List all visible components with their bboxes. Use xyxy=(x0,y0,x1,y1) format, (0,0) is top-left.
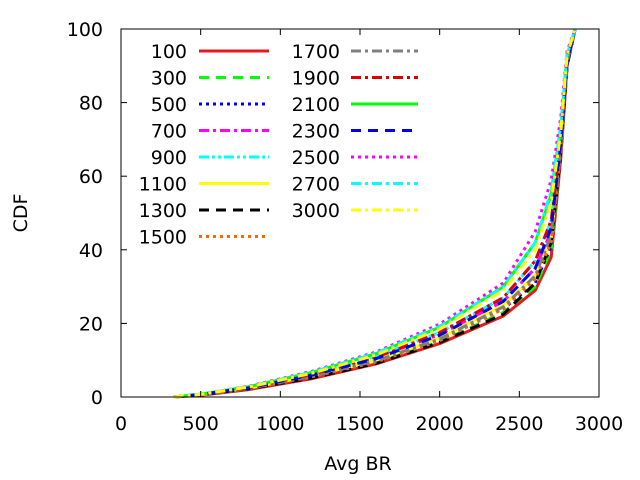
x-tick-label: 2000 xyxy=(415,413,463,435)
legend-label-300: 300 xyxy=(151,68,187,90)
series-line-1500 xyxy=(173,28,577,399)
legend-label-2500: 2500 xyxy=(292,147,340,169)
legend-label-2300: 2300 xyxy=(292,121,340,143)
series-line-1300 xyxy=(173,28,577,399)
y-tick-label: 20 xyxy=(79,313,103,335)
legend-label-2100: 2100 xyxy=(292,94,340,116)
legend-label-500: 500 xyxy=(151,94,187,116)
series-line-2700 xyxy=(173,28,577,399)
y-tick-label: 0 xyxy=(91,387,103,409)
series-line-100 xyxy=(173,28,577,399)
plot-frame xyxy=(120,28,600,398)
x-tick-label: 3000 xyxy=(575,413,623,435)
series-layer xyxy=(173,28,577,399)
y-axis-title: CDF xyxy=(10,194,32,233)
legend-label-700: 700 xyxy=(151,121,187,143)
x-tick-label: 1500 xyxy=(336,413,384,435)
legend-label-1300: 1300 xyxy=(139,200,187,222)
legend-label-3000: 3000 xyxy=(292,200,340,222)
x-tick-label: 500 xyxy=(183,413,219,435)
y-tick-label: 60 xyxy=(79,166,103,188)
x-axis-title: Avg BR xyxy=(324,453,391,475)
legend: 100 300 500 700 900 1100 1300 1500 1700 1900 2100 2… xyxy=(139,41,418,249)
y-tick-label: 40 xyxy=(79,240,103,262)
legend-label-100: 100 xyxy=(151,41,187,63)
y-tick-label: 100 xyxy=(67,19,103,41)
series-line-3000 xyxy=(173,28,577,399)
x-tick-label: 0 xyxy=(115,413,127,435)
series-line-2500 xyxy=(173,28,577,399)
legend-label-1100: 1100 xyxy=(139,174,187,196)
series-line-1100 xyxy=(173,28,577,399)
series-line-2100 xyxy=(173,28,577,399)
x-tick-label: 2500 xyxy=(495,413,543,435)
legend-label-2700: 2700 xyxy=(292,174,340,196)
series-line-300 xyxy=(173,28,577,399)
y-tick-label: 80 xyxy=(79,93,103,115)
legend-label-1700: 1700 xyxy=(292,41,340,63)
series-line-2300 xyxy=(173,28,577,399)
series-line-900 xyxy=(173,28,577,399)
x-tick-label: 1000 xyxy=(256,413,304,435)
legend-label-1500: 1500 xyxy=(139,227,187,249)
series-line-1900 xyxy=(173,28,577,399)
axes-layer: 0 500 1000 1500 2000 2500 3000 0 20 40 60 80 100 xyxy=(67,19,623,435)
series-line-700 xyxy=(173,28,577,399)
legend-label-900: 900 xyxy=(151,147,187,169)
legend-label-1900: 1900 xyxy=(292,68,340,90)
series-line-1700 xyxy=(173,28,577,399)
series-line-500 xyxy=(173,28,577,399)
